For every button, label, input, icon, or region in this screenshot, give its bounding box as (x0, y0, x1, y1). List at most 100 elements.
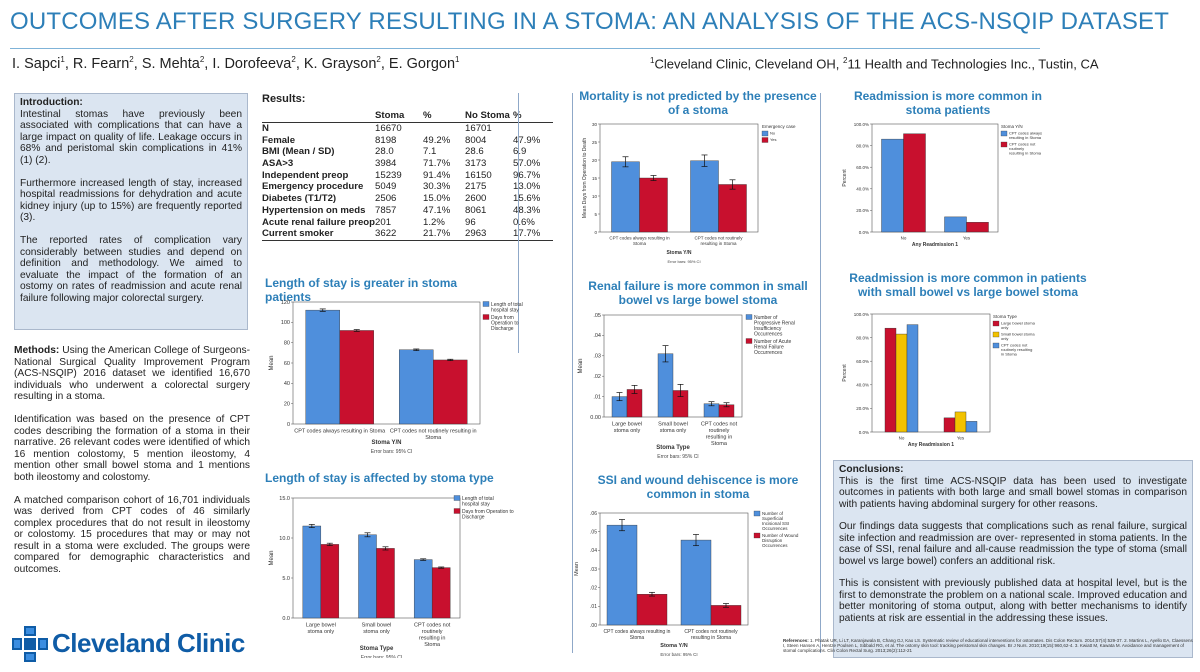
bar (639, 177, 668, 233)
table-cell: 5049 (375, 181, 397, 193)
y-tick-label: .05 (593, 313, 601, 319)
chart-readmission-type: 0.0% 20.0% 40.0% 60.0% 80.0% 100.0% Percent No Y… (842, 312, 1036, 448)
y-tick-label: 10.0 (279, 536, 290, 542)
chart-title-readmission: Readmission is more common in stoma pati… (853, 89, 1043, 117)
table-cell: 201 (375, 216, 392, 228)
bar (358, 534, 377, 619)
poster-title: OUTCOMES AFTER SURGERY RESULTING IN A ST… (10, 8, 1170, 35)
chart-footnote: Error bars: 95% CI (361, 655, 402, 658)
y-tick-label: 10 (592, 194, 598, 199)
x-axis-label: Stoma Type (656, 445, 690, 451)
references-text: 1. Phatak UR, Li LT, Karanjawala B, Chan… (783, 638, 1193, 654)
table-cell: 28.0 (375, 146, 394, 158)
table-header: % (513, 110, 554, 123)
title-divider (10, 48, 1040, 49)
x-tick-label: CPT codes always resulting in Stoma (609, 236, 670, 247)
conclusions-p1: This is the first time ACS-NSQIP data ha… (839, 475, 1187, 510)
legend-label: CPT codes not routinely resulting in Stoma (1001, 343, 1032, 357)
y-tick-label: .00 (590, 623, 597, 629)
table-row-label: N (262, 123, 269, 135)
x-tick-label: CPT codes not routinely resulting in Stoma (701, 422, 738, 448)
y-tick-label: 0.0% (859, 230, 869, 235)
y-tick-label: 0.00 (590, 415, 601, 421)
table-cell: 8004 (465, 134, 487, 146)
chart-mortality: 0 5 10 15 20 25 30 Mean Days from Operation to … (582, 122, 796, 264)
y-tick-label: 25 (592, 140, 598, 145)
y-tick-label: 0.0 (282, 616, 290, 622)
introduction-box: Introduction: Intestinal stomas have pre… (14, 93, 248, 330)
table-cell: 15239 (375, 169, 402, 181)
author: E. Gorgon (388, 55, 456, 72)
table-cell: 13.0% (513, 181, 541, 193)
table-cell: 71.7% (423, 158, 451, 170)
table-row: ASA>3 3984 71.7% 3173 57.0% (262, 158, 553, 170)
author: S. Mehta (141, 55, 200, 72)
bar (718, 184, 747, 233)
table-cell: 30.3% (423, 181, 451, 193)
table-cell: 47.9% (513, 134, 541, 146)
author: K. Grayson (303, 55, 377, 72)
chart-footnote: Error bars: 95% CI (371, 449, 412, 454)
x-tick-label: No (901, 236, 907, 241)
legend-swatch (992, 320, 1000, 327)
legend-swatch (992, 342, 1000, 349)
y-tick-label: .01 (593, 394, 601, 400)
chart-footnote: Error bars: 95% CI (657, 454, 698, 460)
introduction-heading: Introduction: (20, 97, 83, 108)
author: I. Dorofeeva (212, 55, 292, 72)
results-table: Stoma%No Stoma% N 16670 16701 Female 8198 49.2… (262, 110, 554, 241)
author-affil-sup: 2 (291, 55, 296, 64)
y-tick-label: 60.0% (856, 359, 869, 364)
table-cell: 1.2% (423, 216, 445, 228)
chart-renal: 0.00 .01 .02 .03 .04 .05 Mean Large bowel stoma … (578, 313, 795, 460)
x-tick-label: Large bowel stoma only (612, 422, 642, 435)
legend-swatch (992, 331, 1000, 338)
bar (966, 222, 989, 233)
table-cell: 49.2% (423, 134, 451, 146)
legend-label: Length of total hospital stay (491, 302, 523, 314)
legend-swatch (761, 130, 769, 137)
legend-title: Stoma Type (993, 314, 1017, 319)
table-cell: 7.1 (423, 146, 437, 158)
affil-sup-2: 2 (843, 56, 848, 65)
author-affil-sup: 2 (199, 55, 205, 64)
table-row-label: Diabetes (T1/T2) (262, 193, 337, 205)
bar (895, 333, 908, 433)
bar (943, 417, 956, 433)
table-cell: 47.1% (423, 204, 451, 216)
y-axis-label: Mean (578, 358, 584, 373)
bar (903, 133, 926, 233)
table-header: % (423, 110, 466, 123)
chart-title-readmission-type: Readmission is more common in patients w… (849, 271, 1087, 299)
bar (413, 559, 433, 619)
x-tick-label: Small bowel stoma only (362, 623, 392, 636)
x-tick-label: No (899, 436, 905, 441)
chart-readmission: 0.0% 20.0% 40.0% 60.0% 80.0% 100.0% Percent No Y… (842, 122, 1042, 248)
author-affil-sup: 2 (129, 55, 134, 64)
legend-label: Large bowel stoma only (1001, 321, 1036, 331)
bar (399, 349, 434, 425)
table-cell: 3984 (375, 158, 397, 170)
y-tick-label: 15.0 (279, 496, 290, 502)
y-tick-label: .06 (590, 511, 597, 517)
author-affil-sup: 2 (376, 55, 381, 64)
y-axis-label: Percent (842, 169, 848, 187)
x-tick-label: CPT codes not routinely resulting in Stom… (684, 629, 738, 641)
legend-swatch (745, 338, 753, 344)
y-tick-label: .02 (593, 374, 601, 380)
chart-title-los-stoma: Length of stay is greater in stoma patie… (265, 276, 458, 304)
table-row-label: Female (262, 134, 296, 146)
x-axis-label: Stoma Y/N (372, 440, 402, 446)
y-tick-label: 60.0% (856, 165, 869, 170)
x-tick-label: Small bowel stoma only (658, 422, 688, 435)
y-tick-label: 80.0% (856, 335, 869, 340)
table-cell (513, 122, 553, 134)
chart-title-mortality: Mortality is not predicted by the presen… (579, 89, 817, 117)
table-cell: 96.7% (513, 169, 541, 181)
chart-los-stoma: 0 20 40 60 80 100 120 Mean CPT codes always resu… (269, 300, 523, 454)
methods-heading: Methods: (14, 345, 60, 356)
y-axis-label: Mean (269, 550, 275, 565)
y-tick-label: 0 (287, 422, 290, 428)
table-cell (423, 122, 465, 134)
table-cell: 3173 (465, 158, 487, 170)
